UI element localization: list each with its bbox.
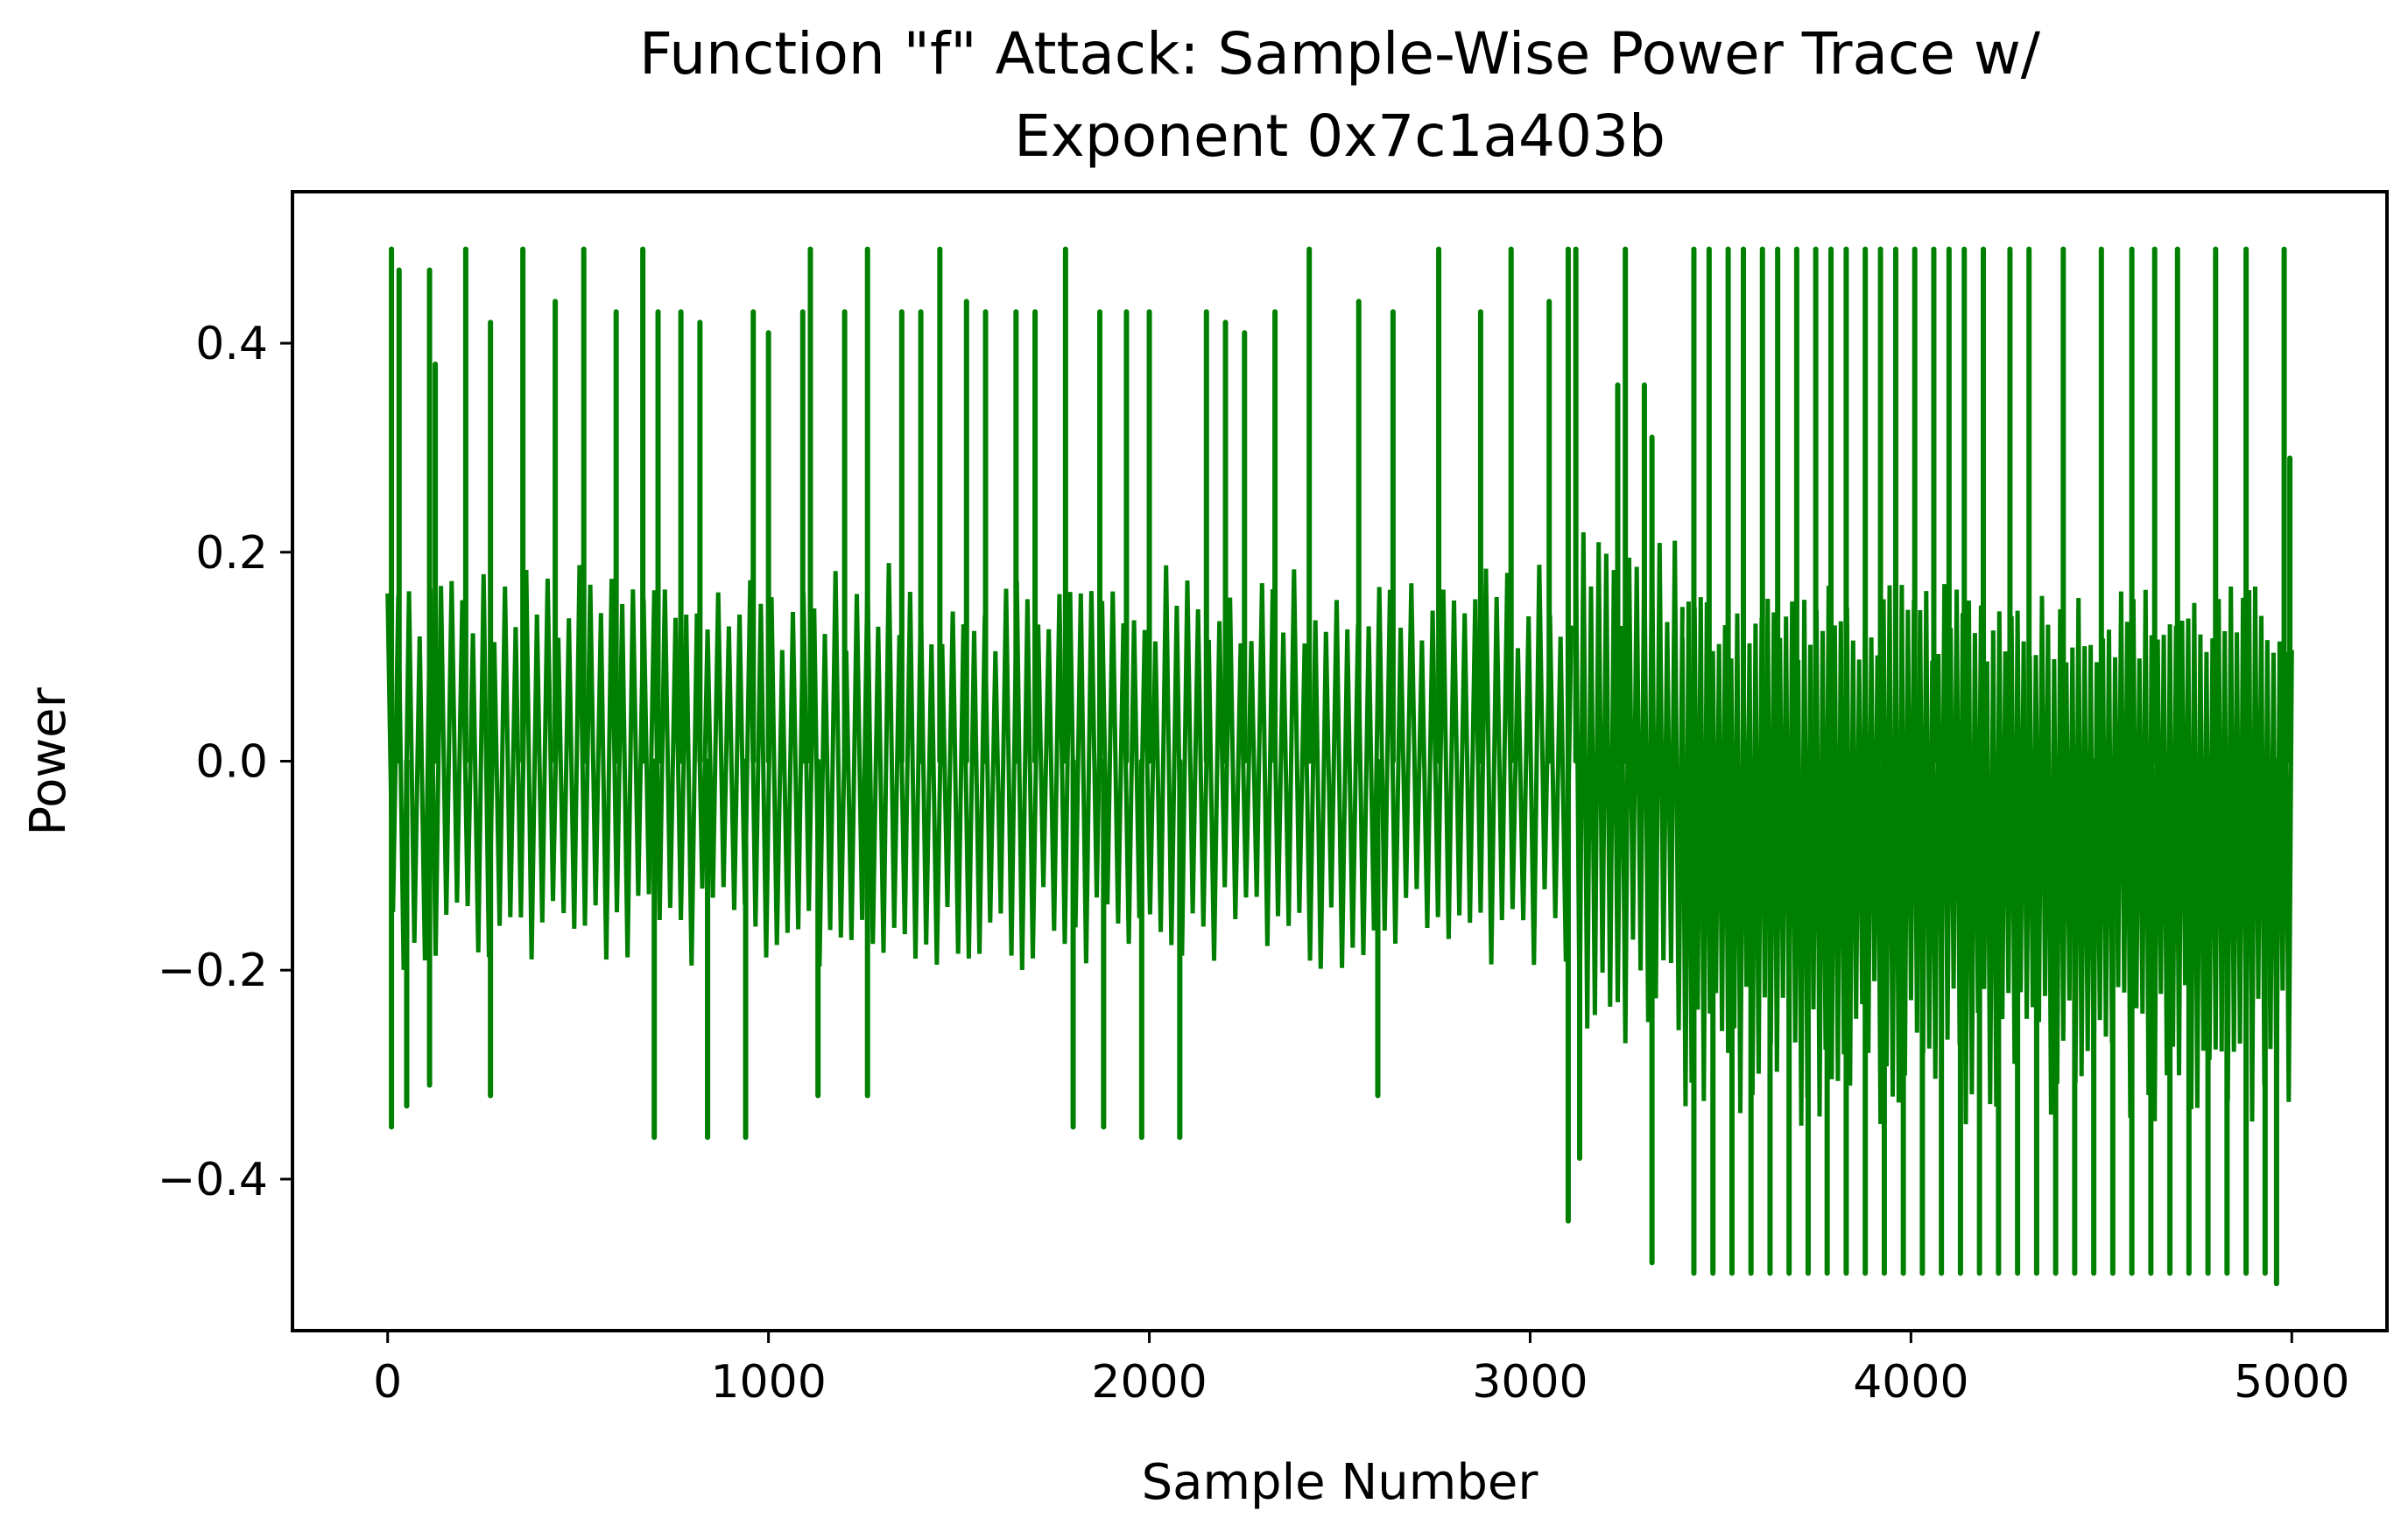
- x-tick-label: 2000: [1091, 1356, 1207, 1409]
- x-axis-label: Sample Number: [1142, 1454, 1539, 1511]
- chart-title-line-1: Function "f" Attack: Sample-Wise Power T…: [639, 20, 2041, 88]
- chart-title-line-2: Exponent 0x7c1a403b: [1014, 102, 1665, 170]
- y-tick-label: −0.2: [158, 945, 268, 997]
- x-tick-label: 1000: [710, 1356, 826, 1409]
- y-axis-label: Power: [20, 686, 77, 835]
- y-tick-label: 0.0: [195, 736, 268, 789]
- x-tick-label: 5000: [2234, 1356, 2349, 1409]
- x-tick-label: 4000: [1853, 1356, 1968, 1409]
- x-tick-label: 3000: [1472, 1356, 1588, 1409]
- y-tick-label: 0.2: [195, 527, 268, 580]
- y-tick-label: −0.4: [158, 1154, 268, 1206]
- y-tick-label: 0.4: [195, 318, 268, 370]
- x-tick-label: 0: [373, 1356, 402, 1409]
